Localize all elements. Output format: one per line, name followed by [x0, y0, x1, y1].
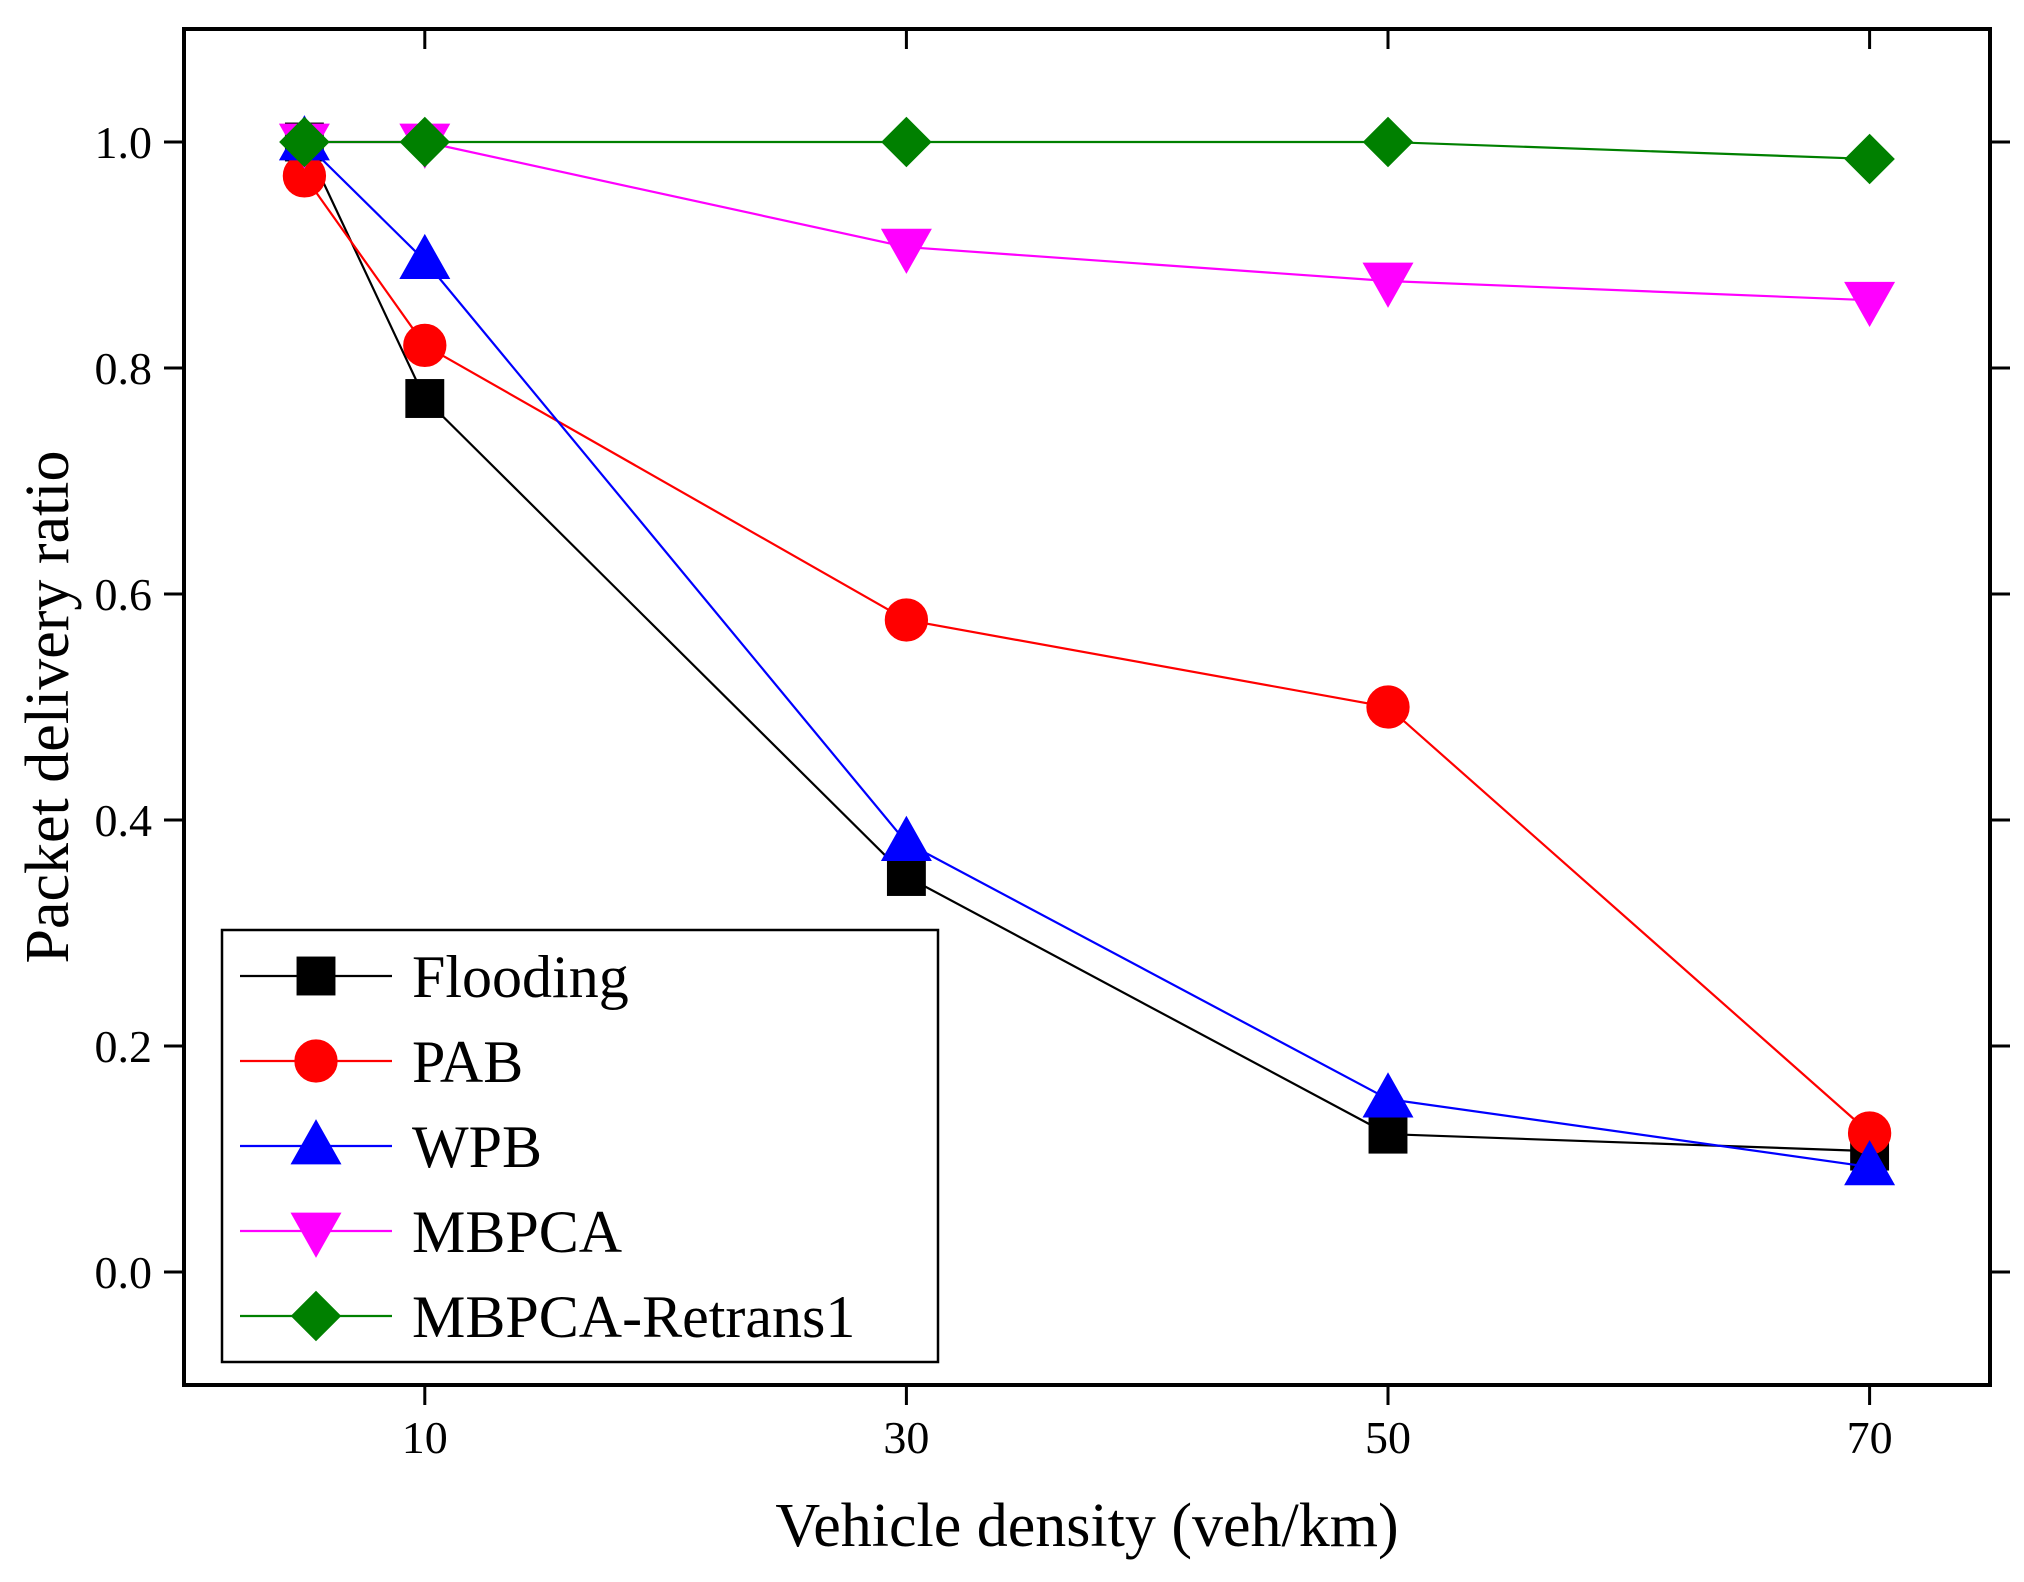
series-line: [304, 140, 1870, 302]
series-4: [279, 116, 1895, 185]
legend-marker: [290, 1212, 342, 1258]
y-tick-label: 0.4: [95, 795, 153, 846]
legend-label: WPB: [412, 1114, 542, 1180]
data-point-marker: [399, 233, 451, 279]
legend-marker: [290, 1290, 342, 1342]
data-point-marker: [1368, 1114, 1408, 1154]
data-point-marker: [1844, 133, 1895, 185]
data-point-marker: [881, 116, 932, 168]
legend-entry: Flooding: [240, 944, 629, 1010]
data-point-marker: [1362, 116, 1414, 168]
data-point-marker: [279, 116, 330, 168]
axis-tick-labels: 10 30 50 70 0.0 0.2 0.4 0.6 0.8 1.0: [95, 117, 1893, 1463]
legend-label: Flooding: [412, 944, 629, 1010]
series-layer: [278, 115, 1896, 1186]
data-point-marker: [405, 379, 445, 418]
data-point-marker: [880, 815, 932, 861]
legend-entry: MBPCA-Retrans1: [240, 1284, 855, 1350]
data-point-marker: [403, 323, 447, 368]
data-point-marker: [1844, 1140, 1896, 1186]
y-tick-label: 0.8: [95, 343, 153, 394]
data-point-marker: [1366, 685, 1410, 729]
axis-ticks: [164, 29, 2010, 1405]
legend-label: MBPCA-Retrans1: [412, 1284, 855, 1350]
series-1: [282, 154, 1892, 1155]
series-3: [278, 123, 1896, 328]
data-point-marker: [880, 228, 932, 274]
series-line: [304, 140, 1870, 161]
data-point-marker: [1362, 262, 1414, 308]
y-tick-label: 0.0: [95, 1247, 153, 1298]
legend-marker: [296, 956, 336, 996]
x-tick-label: 70: [1847, 1412, 1893, 1463]
x-tick-label: 10: [402, 1412, 448, 1463]
data-point-marker: [884, 598, 929, 642]
legend: Flooding PAB WPB MBPCA MBPCA-Retrans1: [220, 928, 940, 1364]
data-point-marker: [1844, 281, 1896, 328]
legend-entry: WPB: [240, 1114, 542, 1180]
data-point-marker: [1362, 1072, 1414, 1118]
x-axis-title: Vehicle density (veh/km): [775, 1492, 1398, 1560]
x-tick-label: 30: [883, 1412, 929, 1463]
y-axis-title: Packet delivery ratio: [14, 450, 82, 963]
legend-entry: PAB: [240, 1029, 523, 1095]
legend-label: PAB: [412, 1029, 523, 1095]
x-tick-label: 50: [1365, 1412, 1411, 1463]
legend-marker: [294, 1039, 338, 1083]
legend-label: MBPCA: [412, 1199, 622, 1265]
legend-marker: [290, 1119, 342, 1165]
plot-frame: [182, 27, 1992, 1387]
y-tick-label: 0.6: [95, 569, 153, 620]
data-point-marker: [886, 857, 926, 896]
y-tick-label: 1.0: [95, 117, 153, 168]
legend-entry: MBPCA: [240, 1199, 622, 1265]
data-point-marker: [399, 116, 451, 168]
y-tick-label: 0.2: [95, 1021, 153, 1072]
